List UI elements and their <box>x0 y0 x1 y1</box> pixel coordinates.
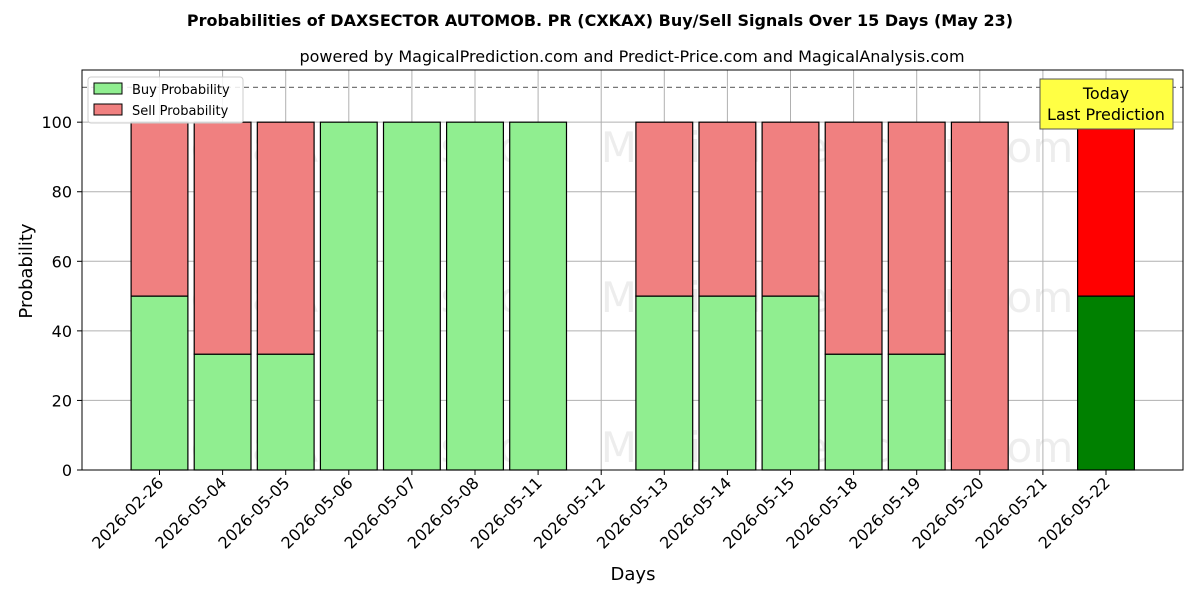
sell-bar <box>1077 121 1135 297</box>
annotation-box <box>1039 78 1174 130</box>
sell-bar <box>761 121 820 297</box>
sell-bar <box>887 121 946 355</box>
legend-swatch-sell <box>93 103 123 116</box>
y-tick-label: 60 <box>52 252 72 271</box>
y-tick-label: 100 <box>41 113 72 132</box>
sell-bar <box>950 121 1009 471</box>
legend-label-sell: Sell Probability <box>132 104 229 119</box>
buy-bar <box>509 121 568 471</box>
legend-label-buy: Buy Probability <box>132 83 230 98</box>
y-tick-label: 20 <box>52 391 72 410</box>
y-tick-label: 80 <box>52 183 72 202</box>
chart-subtitle: powered by MagicalPrediction.com and Pre… <box>299 47 964 66</box>
buy-bar <box>1077 295 1135 471</box>
sell-bar <box>824 121 883 355</box>
y-tick-label: 0 <box>62 461 72 480</box>
annotation-line1: Today <box>1082 84 1129 103</box>
buy-bar <box>887 353 946 471</box>
chart-title: Probabilities of DAXSECTOR AUTOMOB. PR (… <box>187 11 1013 30</box>
sell-bar <box>256 121 315 355</box>
buy-bar <box>256 353 315 471</box>
sell-bar <box>635 121 694 297</box>
y-axis-label: Probability <box>16 223 37 318</box>
legend-swatch-buy <box>93 82 123 95</box>
buy-bar <box>130 295 189 471</box>
x-axis-label: Days <box>611 564 656 585</box>
y-tick-label: 40 <box>52 322 72 341</box>
buy-bar <box>446 121 504 471</box>
annotation-line2: Last Prediction <box>1047 105 1165 124</box>
buy-bar <box>698 295 757 471</box>
buy-bar <box>193 353 252 471</box>
buy-bar <box>761 295 820 471</box>
buy-bar <box>635 295 694 471</box>
today-annotation: Today Last Prediction <box>1039 78 1174 130</box>
legend: Buy Probability Sell Probability <box>87 76 244 124</box>
bars-layer <box>82 86 1183 471</box>
legend-box <box>87 76 244 124</box>
buy-bar <box>382 121 441 471</box>
buy-bar <box>319 121 378 471</box>
sell-bar <box>193 121 252 355</box>
sell-bar <box>130 121 189 297</box>
plot-frame <box>81 69 1184 471</box>
sell-bar <box>698 121 757 297</box>
buy-bar <box>824 353 883 471</box>
